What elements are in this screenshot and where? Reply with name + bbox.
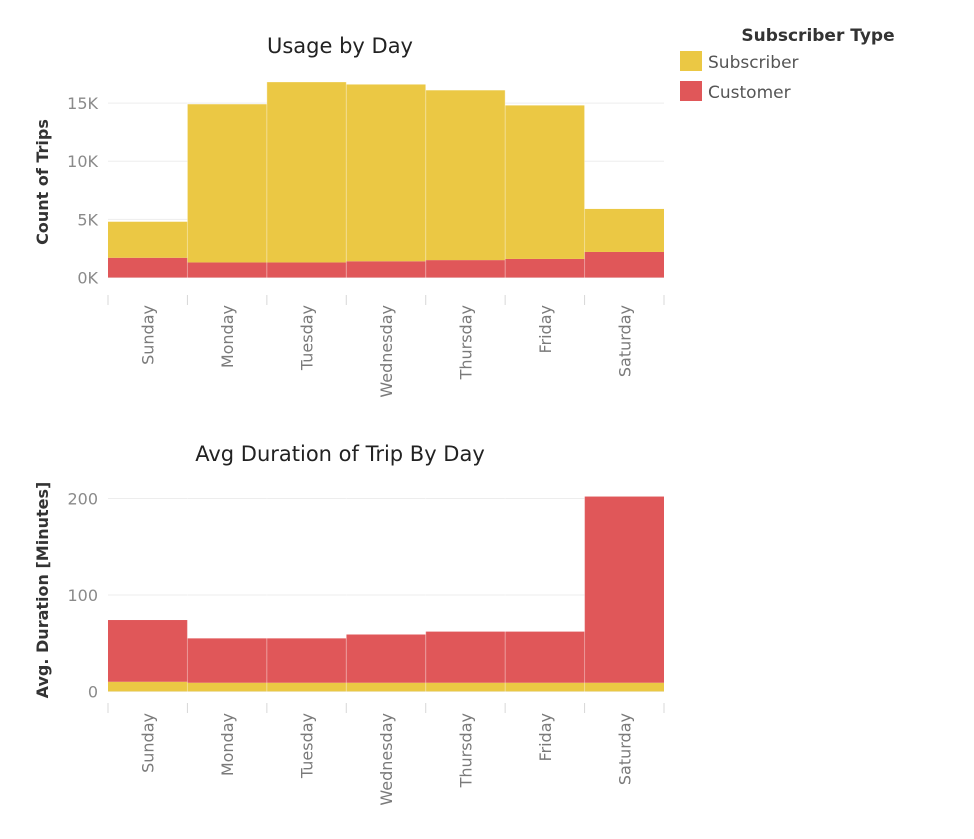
legend-label-customer[interactable]: Customer [708,83,791,103]
duration-chart-bars [108,484,664,703]
usage-bar-subscriber-wednesday[interactable] [346,84,426,262]
duration-x-tick-label-sunday: Sunday [139,713,158,773]
usage-bar-customer-tuesday[interactable] [266,262,347,278]
usage-bar-subscriber-thursday[interactable] [425,90,506,261]
usage-x-tick-label-wednesday: Wednesday [377,305,396,398]
duration-bar-subscriber-monday[interactable] [187,682,267,692]
duration-bar-subscriber-saturday[interactable] [584,682,664,692]
duration-y-tick-label: 200 [67,489,98,508]
duration-x-tick-label-wednesday: Wednesday [377,713,396,806]
duration-chart: Avg Duration of Trip By Day Avg. Duratio… [33,442,665,806]
usage-y-tick-label: 10K [67,152,98,171]
usage-bar-customer-friday[interactable] [505,258,585,278]
usage-y-tick-label: 5K [77,210,98,229]
duration-x-tick-label-thursday: Thursday [456,713,475,788]
duration-chart-title: Avg Duration of Trip By Day [195,442,485,466]
legend-swatch-customer[interactable] [680,81,702,101]
duration-x-tick-label-friday: Friday [536,713,555,762]
duration-bar-customer-saturday[interactable] [584,496,664,683]
usage-x-tick-label-thursday: Thursday [456,305,475,380]
duration-bar-subscriber-wednesday[interactable] [346,682,426,692]
usage-bar-customer-sunday[interactable] [108,257,188,278]
usage-x-tick-label-saturday: Saturday [615,305,634,377]
usage-x-tick-label-monday: Monday [218,305,237,368]
usage-bar-subscriber-sunday[interactable] [108,221,188,258]
duration-x-tick-label-monday: Monday [218,713,237,776]
usage-bar-subscriber-saturday[interactable] [584,208,664,252]
duration-bar-subscriber-tuesday[interactable] [266,682,347,692]
usage-x-tick-label-tuesday: Tuesday [298,305,317,371]
legend-label-subscriber[interactable]: Subscriber [708,53,799,73]
legend-title: Subscriber Type [741,26,894,46]
duration-chart-y-axis: 0 100 200 [67,489,98,701]
duration-y-tick-label: 100 [67,586,98,605]
duration-bar-customer-friday[interactable] [505,631,585,683]
usage-chart: Usage by Day Count of Trips 0K 5K 10K 15K S… [33,34,665,398]
duration-chart-y-axis-title: Avg. Duration [Minutes] [33,482,52,699]
usage-bar-subscriber-tuesday[interactable] [266,82,347,263]
usage-x-tick-label-friday: Friday [536,305,555,354]
usage-chart-y-axis-title: Count of Trips [33,119,52,245]
duration-x-tick-label-saturday: Saturday [615,713,634,785]
usage-chart-bars [108,74,664,295]
usage-y-tick-label: 0K [77,269,98,288]
usage-chart-x-axis: Sunday Monday Tuesday Wednesday Thursday Frid… [107,295,665,398]
usage-y-tick-label: 15K [67,94,98,113]
duration-bar-customer-wednesday[interactable] [346,634,426,683]
legend: Subscriber Type Subscriber Customer [680,26,895,103]
duration-y-tick-label: 0 [88,682,98,701]
usage-bar-customer-wednesday[interactable] [346,261,426,278]
duration-bar-customer-sunday[interactable] [108,620,188,682]
usage-chart-y-axis: 0K 5K 10K 15K [67,94,98,287]
usage-chart-title: Usage by Day [267,34,413,58]
usage-bar-customer-saturday[interactable] [584,251,664,278]
duration-chart-x-axis: Sunday Monday Tuesday Wednesday Thursday Frid… [107,703,665,806]
usage-bar-subscriber-monday[interactable] [187,104,267,263]
duration-bar-subscriber-sunday[interactable] [108,681,188,692]
duration-bar-customer-tuesday[interactable] [266,638,347,683]
duration-bar-customer-thursday[interactable] [425,631,506,683]
usage-bar-customer-thursday[interactable] [425,260,506,278]
duration-x-tick-label-tuesday: Tuesday [298,713,317,779]
usage-x-tick-label-sunday: Sunday [139,305,158,365]
usage-bar-subscriber-friday[interactable] [505,105,585,259]
duration-bar-subscriber-friday[interactable] [505,682,585,692]
duration-bar-customer-monday[interactable] [187,638,267,683]
legend-swatch-subscriber[interactable] [680,51,702,71]
usage-bar-customer-monday[interactable] [187,262,267,278]
duration-bar-subscriber-thursday[interactable] [425,682,506,692]
